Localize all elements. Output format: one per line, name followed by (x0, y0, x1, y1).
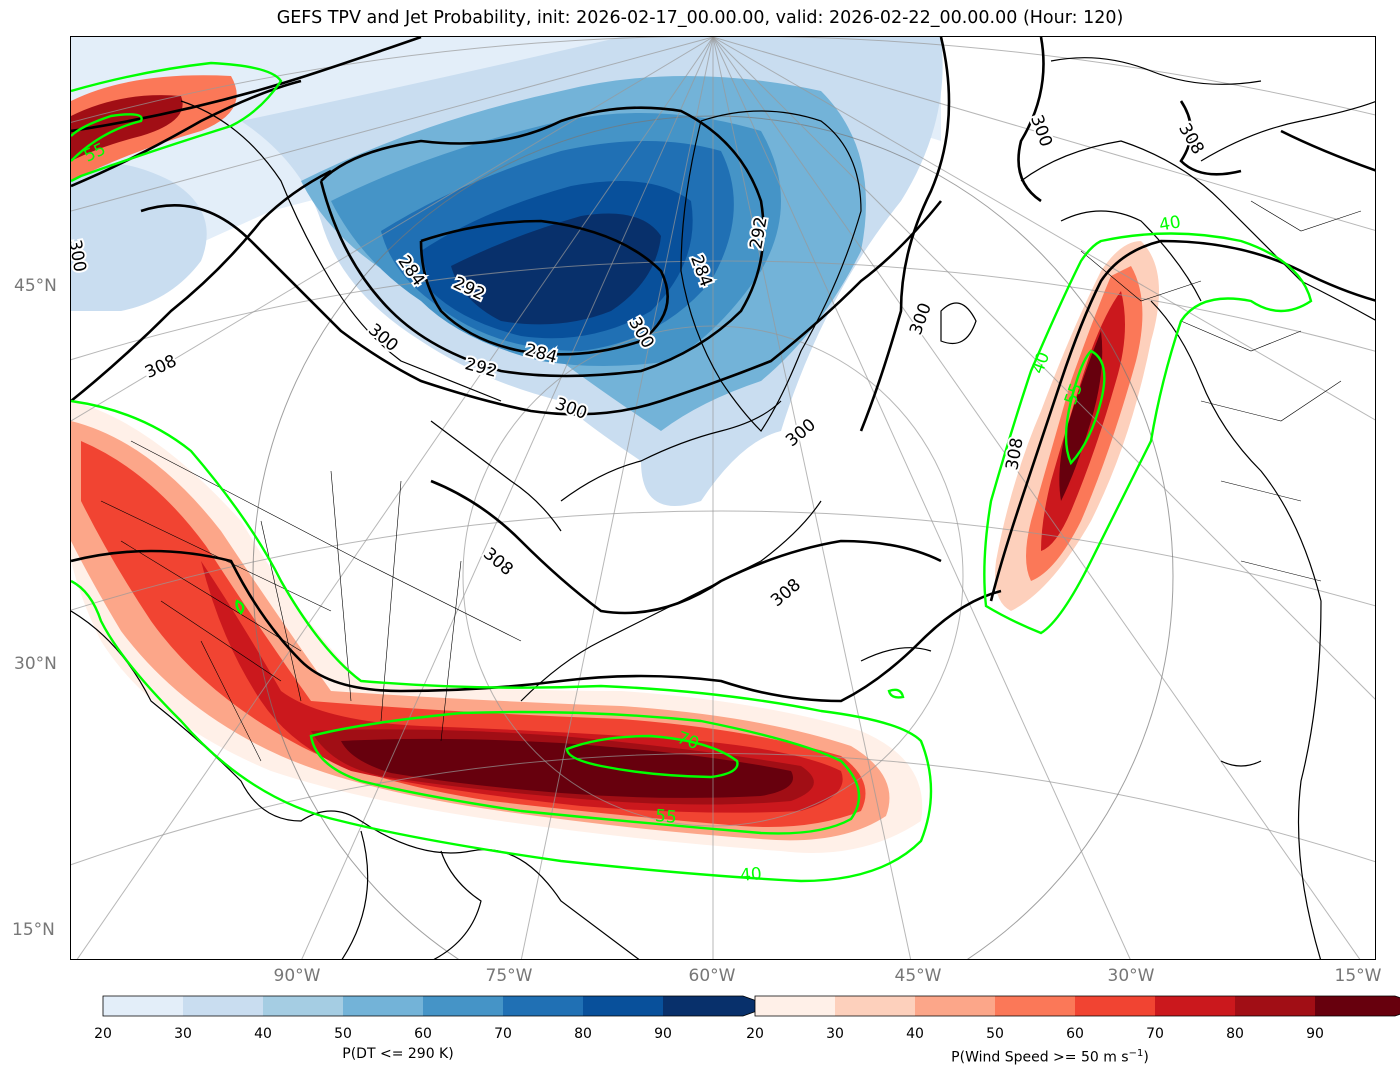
theta-contour-label: 300 (906, 300, 936, 337)
theta-contour-label: 300 (1026, 112, 1056, 149)
longitude-label-30w: 30°W (1107, 966, 1155, 986)
theta-contour-label: 308 (142, 351, 180, 383)
jet-colorbar-label: P(Wind Speed >= 50 m s−1) (755, 1048, 1345, 1066)
tpv-colorbar-tick: 70 (494, 1026, 512, 1042)
longitude-label-15w: 15°W (1334, 966, 1382, 986)
jet-colorbar-swatch (1075, 996, 1155, 1016)
tpv-colorbar-label: P(DT <= 290 K) (342, 1046, 454, 1062)
jet-colorbar-swatch (835, 996, 915, 1016)
longitude-label-45w: 45°W (894, 966, 942, 986)
jet-colorbar-label-main: P(Wind Speed >= 50 m s (951, 1049, 1129, 1066)
figure-title: GEFS TPV and Jet Probability, init: 2026… (276, 8, 1124, 28)
tpv-colorbar-swatch (263, 996, 343, 1016)
tpv-colorbar-tick: 90 (654, 1026, 672, 1042)
jet-colorbar-extend-arrow (1395, 996, 1400, 1016)
latitude-label-45n: 45°N (14, 276, 57, 296)
tpv-colorbar: 20 30 40 50 60 70 80 90 P(DT <= 290 K) (94, 995, 773, 1062)
map-panel: 300 308 292 284 300 284 292 284 300 300 308 308 300 3… (70, 36, 1376, 960)
tpv-colorbar-swatches (102, 995, 773, 1017)
tpv-probability-field (71, 37, 943, 506)
tpv-colorbar-swatch (103, 996, 183, 1016)
tpv-colorbar-swatch (503, 996, 583, 1016)
latitude-label-30n: 30°N (14, 654, 57, 674)
jet-colorbar-label-end: ) (1143, 1049, 1149, 1066)
tpv-colorbar-tick: 80 (574, 1026, 592, 1042)
jet-colorbar-tick: 70 (1146, 1026, 1164, 1042)
jet-colorbar-label-exponent: −1 (1128, 1048, 1144, 1059)
theta-contour-label: 308 (1002, 436, 1027, 471)
jet-contour-label: 40 (1158, 212, 1183, 235)
tpv-colorbar-swatch (423, 996, 503, 1016)
tpv-colorbar-tick: 40 (254, 1026, 272, 1042)
jet-colorbar-swatch (1315, 996, 1395, 1016)
jet-contour-label: 40 (1028, 349, 1054, 376)
jet-colorbar-tick: 80 (1226, 1026, 1244, 1042)
jet-colorbar-swatches (754, 995, 1400, 1017)
jet-colorbar-swatch (1235, 996, 1315, 1016)
longitude-label-60w: 60°W (688, 966, 736, 986)
tpv-colorbar-tick: 30 (174, 1026, 192, 1042)
theta-contour-label: 300 (782, 415, 820, 451)
tpv-colorbar-tick: 20 (94, 1026, 112, 1042)
tpv-colorbar-swatch (183, 996, 263, 1016)
jet-colorbar-swatch (755, 996, 835, 1016)
coastlines (71, 57, 1375, 959)
tpv-colorbar-swatch (583, 996, 663, 1016)
jet-colorbar: 20 30 40 50 60 70 80 90 P(Wind Speed >= … (746, 995, 1400, 1066)
political-borders (100, 200, 1362, 762)
theta-contour-label: 308 (1174, 120, 1208, 158)
jet-contours (71, 61, 1313, 883)
latitude-label-15n: 15°N (12, 920, 55, 940)
tpv-colorbar-swatch (663, 996, 743, 1016)
longitude-label-75w: 75°W (485, 966, 533, 986)
jet-contour-label: 40 (739, 864, 762, 886)
tpv-colorbar-tick: 50 (334, 1026, 352, 1042)
jet-colorbar-swatch (995, 996, 1075, 1016)
jet-colorbar-swatch (915, 996, 995, 1016)
longitude-label-90w: 90°W (273, 966, 321, 986)
jet-colorbar-tick: 50 (986, 1026, 1004, 1042)
jet-colorbar-swatch (1155, 996, 1235, 1016)
jet-colorbar-tick: 40 (906, 1026, 924, 1042)
jet-contour-label: 55 (654, 806, 677, 828)
tpv-colorbar-tick: 60 (414, 1026, 432, 1042)
jet-colorbar-outline (754, 995, 1400, 1017)
jet-colorbar-tick: 20 (746, 1026, 764, 1042)
tpv-colorbar-swatch (343, 996, 423, 1016)
theta-contours (71, 37, 1375, 703)
jet-colorbar-tick: 30 (826, 1026, 844, 1042)
jet-colorbar-tick: 60 (1066, 1026, 1084, 1042)
theta-contour-label: 308 (767, 575, 805, 611)
jet-colorbar-tick: 90 (1306, 1026, 1324, 1042)
jet-probability-field (71, 75, 1159, 853)
